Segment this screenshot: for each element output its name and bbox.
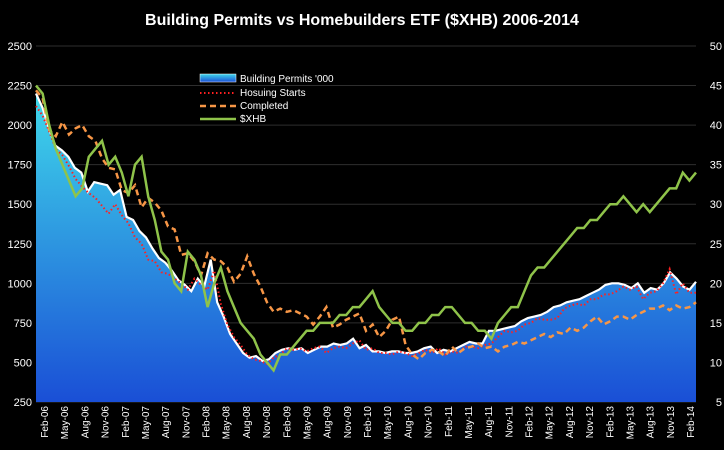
legend-label-completed: Completed: [240, 101, 288, 112]
x-tick-label: Aug-11: [484, 406, 495, 438]
legend-label-permits: Building Permits '000: [240, 74, 334, 85]
left-tick-label: 750: [14, 318, 32, 330]
x-tick-label: May-13: [625, 406, 636, 440]
x-tick-label: May-09: [302, 406, 313, 440]
x-tick-label: Feb-08: [202, 406, 213, 438]
x-tick-label: Feb-07: [121, 406, 132, 438]
left-tick-label: 1500: [8, 199, 32, 211]
right-tick-label: 40: [710, 120, 722, 132]
right-tick-label: 5: [716, 397, 722, 409]
left-axis-ticks: 250 500 750 1000 1250 1500 1750 2000 2250 2500: [8, 41, 32, 409]
left-tick-label: 1250: [8, 239, 32, 251]
right-tick-label: 15: [710, 318, 722, 330]
legend-label-xhb: $XHB: [240, 114, 266, 125]
x-tick-label: May-12: [545, 406, 556, 440]
permits-area-layer: [34, 93, 697, 402]
x-tick-label: Nov-13: [666, 406, 677, 439]
x-tick-label: Feb-14: [686, 406, 697, 438]
left-tick-label: 2000: [8, 120, 32, 132]
legend-swatch-permits: [199, 73, 237, 83]
left-tick-label: 1000: [8, 278, 32, 290]
x-tick-label: Feb-12: [525, 406, 536, 438]
x-tick-label: Aug-08: [242, 406, 253, 439]
x-tick-label: Aug-12: [565, 406, 576, 439]
right-tick-label: 30: [710, 199, 722, 211]
x-tick-label: Aug-06: [80, 406, 91, 439]
x-tick-label: May-06: [60, 406, 71, 440]
x-tick-label: Aug-10: [403, 406, 414, 439]
x-tick-label: Aug-07: [161, 406, 172, 439]
x-tick-label: Feb-13: [605, 406, 616, 438]
x-tick-label: May-07: [141, 406, 152, 440]
legend-label-starts: Hosuing Starts: [240, 88, 306, 99]
right-axis-ticks: 5 10 15 20 25 30 35 40 45 50: [710, 41, 722, 409]
x-tick-label: Feb-10: [363, 406, 374, 438]
completed-line: [35, 89, 697, 361]
x-tick-label: Nov-08: [262, 406, 273, 439]
x-tick-label: Feb-11: [444, 406, 455, 437]
x-tick-label: Nov-11: [504, 406, 515, 438]
x-tick-label: Aug-09: [323, 406, 334, 439]
left-tick-label: 2500: [8, 41, 32, 53]
x-axis-ticks: Feb-06 May-06 Aug-06 Nov-06 Feb-07 May-07 Aug-…: [40, 406, 697, 440]
x-tick-label: Nov-06: [101, 406, 112, 439]
x-tick-label: May-08: [222, 406, 233, 440]
x-tick-label: Nov-07: [181, 406, 192, 439]
permits-area: [36, 93, 696, 402]
x-tick-label: Nov-10: [424, 406, 435, 439]
x-tick-label: Feb-06: [40, 406, 51, 438]
series-lines-layer: [35, 84, 697, 373]
x-tick-label: Feb-09: [282, 406, 293, 438]
x-tick-label: Nov-09: [343, 406, 354, 439]
left-tick-label: 500: [14, 357, 32, 369]
x-tick-label: May-11: [464, 406, 475, 439]
right-tick-label: 35: [710, 160, 722, 172]
left-tick-label: 250: [14, 397, 32, 409]
right-tick-label: 10: [710, 357, 722, 369]
right-tick-label: 25: [710, 239, 722, 251]
left-tick-label: 2250: [8, 81, 32, 93]
left-tick-label: 1750: [8, 160, 32, 172]
permits-line: [34, 93, 697, 363]
xhb-line: [35, 84, 697, 373]
right-tick-label: 20: [710, 278, 722, 290]
x-tick-label: Aug-13: [646, 406, 657, 439]
right-tick-label: 50: [710, 41, 722, 53]
legend: Building Permits '000 Hosuing Starts Com…: [199, 73, 334, 125]
chart-title: Building Permits vs Homebuilders ETF ($X…: [145, 12, 579, 29]
right-tick-label: 45: [710, 81, 722, 93]
x-tick-label: May-10: [383, 406, 394, 440]
x-tick-label: Nov-12: [585, 406, 596, 439]
